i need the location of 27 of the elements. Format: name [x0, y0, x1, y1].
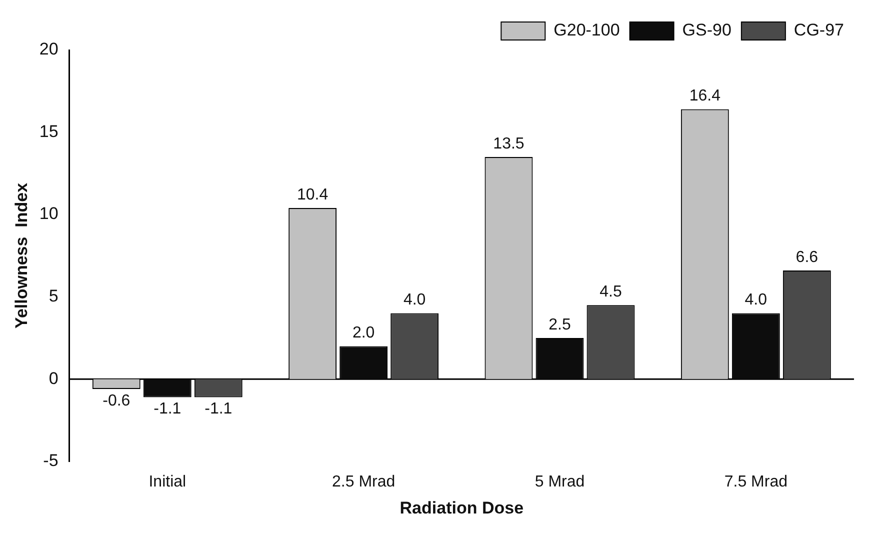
y-tick-label: 0: [48, 368, 58, 388]
y-tick-label: 10: [39, 204, 58, 224]
legend-label: GS-90: [682, 20, 732, 40]
legend-label: G20-100: [554, 20, 620, 40]
y-axis-title: Yellowness Index: [12, 182, 31, 328]
data-label: 4.0: [403, 292, 426, 309]
data-label: -1.1: [154, 400, 182, 418]
data-label: 6.6: [796, 248, 818, 266]
x-tick-label: 5 Mrad: [534, 473, 585, 490]
data-label: 10.4: [296, 186, 328, 204]
data-label: 2.0: [352, 324, 375, 342]
data-label: -1.1: [204, 400, 232, 418]
data-label: 16.4: [689, 88, 721, 105]
y-tick-label: 15: [39, 122, 58, 141]
x-tick-label: 2.5 Mrad: [332, 473, 396, 490]
legend-label: CG-97: [794, 20, 844, 40]
data-label: 13.5: [493, 135, 524, 152]
x-tick-label: Initial: [148, 473, 186, 490]
x-tick-label: 7.5 Mrad: [724, 473, 788, 490]
data-label: 2.5: [548, 316, 571, 334]
x-axis-title: Radiation Dose: [400, 498, 524, 518]
data-label: 4.5: [600, 283, 622, 300]
y-tick-label: 20: [39, 40, 58, 59]
data-label: -0.6: [102, 392, 130, 410]
y-tick-label: 5: [48, 286, 58, 306]
data-label: 4.0: [744, 292, 768, 309]
y-tick-label: -5: [43, 451, 58, 470]
